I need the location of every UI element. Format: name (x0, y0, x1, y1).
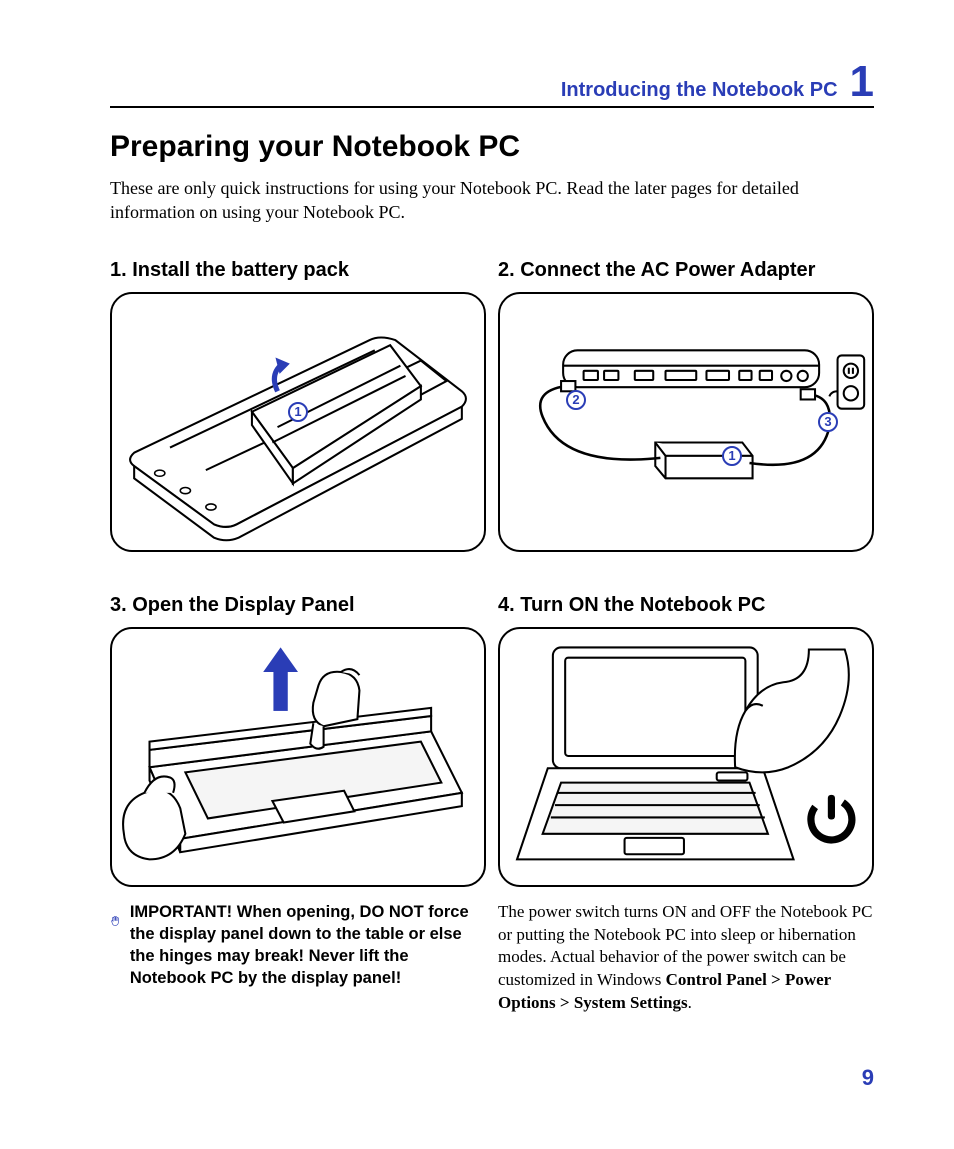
step-4: 4. Turn ON the Notebook PC (498, 594, 874, 1016)
open-display-illustration (112, 629, 484, 885)
step-1-title: 1. Install the battery pack (110, 259, 486, 282)
callout-2-2: 2 (566, 390, 586, 410)
figure-1: 1 (110, 292, 486, 552)
power-icon (803, 791, 860, 848)
step-1: 1. Install the battery pack (110, 259, 486, 552)
step-3: 3. Open the Display Panel (110, 594, 486, 1016)
caution-hand-icon (110, 901, 120, 941)
callout-1: 1 (288, 402, 308, 422)
page-number: 9 (862, 1065, 874, 1091)
callout-2-3: 3 (818, 412, 838, 432)
step-2-title: 2. Connect the AC Power Adapter (498, 259, 874, 282)
step-2: 2. Connect the AC Power Adapter (498, 259, 874, 552)
page-header: Introducing the Notebook PC 1 (110, 60, 874, 108)
page-title: Preparing your Notebook PC (110, 130, 874, 164)
power-desc-post: . (688, 993, 692, 1012)
battery-install-illustration (112, 294, 484, 550)
chapter-number: 1 (850, 60, 874, 104)
callout-2-1: 1 (722, 446, 742, 466)
running-title: Introducing the Notebook PC (561, 79, 838, 102)
lift-arrow-icon (263, 647, 298, 710)
figure-4 (498, 627, 874, 887)
important-note-text: IMPORTANT! When opening, DO NOT force th… (130, 901, 486, 990)
ac-adapter-illustration (500, 294, 872, 550)
intro-paragraph: These are only quick instructions for us… (110, 176, 874, 225)
figure-3 (110, 627, 486, 887)
step-4-title: 4. Turn ON the Notebook PC (498, 594, 874, 617)
step-3-title: 3. Open the Display Panel (110, 594, 486, 617)
figure-2: 2 1 3 (498, 292, 874, 552)
power-description: The power switch turns ON and OFF the No… (498, 901, 874, 1016)
power-on-illustration (500, 629, 872, 885)
steps-grid: 1. Install the battery pack (110, 259, 874, 1016)
important-note: IMPORTANT! When opening, DO NOT force th… (110, 901, 486, 990)
